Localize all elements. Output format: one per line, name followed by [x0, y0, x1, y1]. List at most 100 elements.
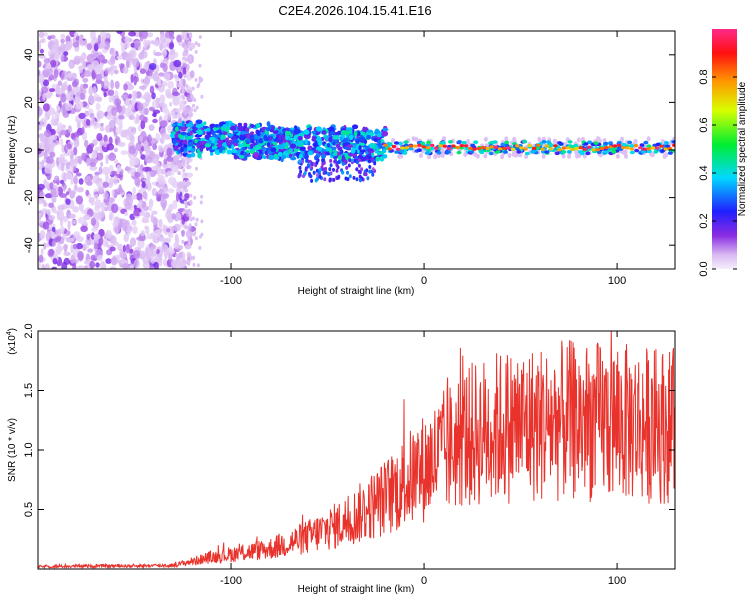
heatmap-cell [266, 121, 271, 127]
heatmap-cell [199, 140, 207, 145]
heatmap-cell [655, 146, 660, 150]
heatmap-cell [326, 143, 331, 148]
heatmap-cell [181, 94, 185, 99]
heatmap-cell [347, 152, 354, 157]
heatmap-cell [158, 218, 163, 228]
heatmap-cell [500, 154, 505, 160]
heatmap-cell [73, 175, 78, 185]
heatmap-cell [96, 254, 103, 262]
heatmap-cell [177, 171, 181, 176]
heatmap-cell [173, 241, 180, 249]
heatmap-cell [168, 31, 175, 37]
heatmap-cell [327, 172, 331, 176]
heatmap-cell [155, 97, 160, 103]
heatmap-cell [77, 265, 85, 269]
heatmap-cell [531, 146, 537, 150]
heatmap-cell [102, 181, 110, 188]
heatmap-cell [442, 136, 447, 142]
heatmap-cell [321, 158, 325, 163]
heatmap-cell [161, 50, 167, 58]
heatmap-cell [48, 92, 53, 97]
heatmap-cell [553, 144, 558, 148]
heatmap-cell [59, 138, 64, 146]
heatmap-cell [182, 180, 186, 185]
heatmap-cell [73, 166, 77, 172]
heatmap-cell [70, 132, 76, 140]
heatmap-cell [548, 143, 554, 147]
heatmap-cell [39, 48, 45, 54]
heatmap-cell [404, 146, 409, 150]
heatmap-cell [358, 136, 366, 142]
heatmap-cell [59, 193, 67, 198]
heatmap-cell [285, 149, 290, 154]
heatmap-cell [95, 102, 101, 111]
heatmap-cell [182, 168, 186, 173]
heatmap-cell [51, 195, 57, 204]
heatmap-cell [63, 243, 69, 251]
heatmap-cell [86, 43, 92, 50]
heatmap-cell [100, 261, 103, 268]
heatmap-cell [73, 55, 81, 65]
heatmap-cell [52, 258, 58, 265]
heatmap-cell [226, 149, 232, 155]
heatmap-cell [278, 148, 282, 153]
heatmap-cell [181, 126, 187, 132]
heatmap-cell [182, 78, 186, 87]
heatmap-cell [190, 256, 193, 261]
heatmap-cell [117, 141, 126, 147]
heatmap-cell [96, 110, 105, 119]
heatmap-cell [100, 202, 106, 211]
heatmap-cell [164, 72, 171, 82]
heatmap-cell [240, 130, 245, 135]
heatmap-cell [59, 226, 65, 233]
heatmap-cell [56, 234, 62, 242]
heatmap-cell [307, 150, 313, 156]
heatmap-cell [192, 103, 195, 108]
heatmap-cell [348, 134, 354, 141]
heatmap-cell [315, 168, 319, 173]
heatmap-cell [46, 233, 50, 242]
heatmap-cell [312, 136, 318, 140]
heatmap-cell [194, 139, 198, 144]
heatmap-cell [561, 153, 566, 159]
heatmap-cell [178, 72, 183, 79]
heatmap-cell [337, 175, 341, 180]
heatmap-cell [468, 146, 473, 150]
heatmap-cell [121, 105, 126, 115]
heatmap-cell [100, 161, 104, 167]
heatmap-cell [122, 66, 129, 74]
heatmap-cell [239, 134, 246, 141]
heatmap-cell [89, 162, 97, 168]
heatmap-cell [302, 174, 305, 179]
heatmap-cell [38, 40, 42, 51]
heatmap-cell [134, 176, 141, 187]
heatmap-cell [176, 182, 184, 189]
heatmap-cell [164, 37, 171, 44]
heatmap-cell [91, 152, 98, 160]
heatmap-cell [229, 125, 237, 131]
heatmap-cell [288, 137, 295, 141]
y-tick-label: 40 [23, 49, 35, 61]
heatmap-cell [112, 222, 116, 227]
heatmap-cell [106, 143, 115, 151]
heatmap-cell [434, 146, 439, 150]
spectrogram-x-label: Height of straight line (km) [298, 286, 415, 297]
heatmap-cell [607, 141, 613, 145]
heatmap-cell [147, 134, 152, 144]
heatmap-cell [171, 123, 176, 127]
heatmap-cell [116, 55, 123, 60]
heatmap-cell [366, 176, 370, 181]
heatmap-cell [181, 139, 188, 146]
heatmap-cell [86, 157, 90, 167]
heatmap-cell [237, 125, 244, 132]
heatmap-cell [561, 150, 567, 154]
heatmap-cell [527, 143, 532, 148]
heatmap-cell [414, 136, 419, 142]
heatmap-cell [442, 144, 448, 148]
heatmap-cell [41, 265, 47, 269]
heatmap-cell [167, 80, 175, 90]
heatmap-cell [281, 134, 286, 140]
heatmap-cell [195, 166, 198, 171]
heatmap-cell [358, 145, 362, 151]
heatmap-cell [186, 232, 190, 237]
